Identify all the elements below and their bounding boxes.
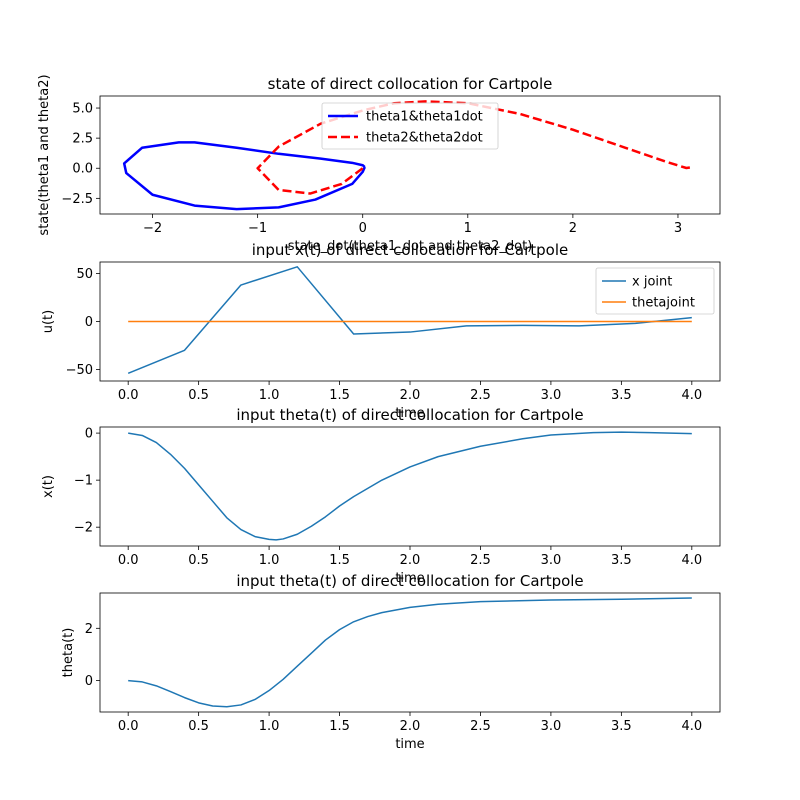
x-tick-label: 2.0: [400, 388, 421, 403]
y-tick-label: 0.0: [72, 162, 93, 177]
x-tick-label: 0.5: [188, 553, 209, 568]
x-tick-label: 1.5: [329, 719, 350, 734]
x-tick-label: 4.0: [681, 553, 702, 568]
subplot-4: 0.0 0.5 1.0 1.5 2.0 2.5 3.0 3.5 4.0 0 2 time theta(t…: [61, 572, 721, 752]
y-tick-label: −50: [66, 363, 93, 378]
y-axis-label: u(t): [41, 310, 56, 333]
series-line-1: [127, 266, 692, 375]
y-axis-label: x(t): [41, 475, 56, 498]
x-tick-label: 1.0: [259, 719, 280, 734]
x-tick-label: 0.5: [188, 388, 209, 403]
axes-frame: [99, 95, 721, 215]
legend-entry: thetajoint: [632, 296, 695, 311]
legend-entry: x joint: [632, 275, 672, 290]
x-tick-label: 3.5: [611, 553, 632, 568]
x-tick-label: −2: [143, 221, 162, 236]
y-axis-label: state(theta1 and theta2): [37, 74, 52, 235]
legend-entry: theta1&theta1dot: [366, 110, 483, 125]
x-axis-label: state_dot(theta1_dot and theta2_dot): [288, 239, 533, 254]
x-tick-label: 3.0: [541, 388, 562, 403]
legend: theta1&theta1dot theta2&theta2dot: [321, 102, 499, 150]
x-tick-label: 0: [359, 221, 367, 236]
x-tick-label: 4.0: [681, 388, 702, 403]
chart-title: input theta(t) of direct collocation for…: [236, 406, 583, 424]
y-tick-label: 0: [85, 674, 93, 689]
subplot-3: 0.0 0.5 1.0 1.5 2.0 2.5 3.0 3.5 4.0 −2 −1 0 time x(t)…: [41, 406, 721, 586]
x-tick-label: 4.0: [681, 719, 702, 734]
series-line-1: [128, 597, 692, 708]
y-axis-label: theta(t): [61, 628, 76, 678]
y-tick-label: −2.5: [61, 192, 93, 207]
x-tick-label: 0.0: [118, 553, 139, 568]
x-tick-label: 2: [569, 221, 577, 236]
y-tick-label: 0: [85, 427, 93, 442]
x-tick-label: 1.0: [259, 553, 280, 568]
x-tick-label: 0.5: [188, 719, 209, 734]
x-tick-label: 1: [464, 221, 472, 236]
subplot-1: −2 −1 0 1 2 3 −2.5 0.0 2.5 5.0 state_dot(theta1_do…: [37, 74, 721, 254]
y-tick-label: 50: [76, 267, 93, 282]
x-tick-label: 3.5: [611, 388, 632, 403]
x-tick-label: 3.5: [611, 719, 632, 734]
chart-title: input theta(t) of direct collocation for…: [236, 572, 583, 590]
x-tick-label: 2.5: [470, 388, 491, 403]
x-tick-label: 3.0: [541, 719, 562, 734]
series-line-1: [122, 141, 366, 211]
x-tick-label: 1.0: [259, 388, 280, 403]
y-tick-label: 0: [85, 315, 93, 330]
x-axis-label: time: [395, 737, 424, 752]
y-tick-label: 2.5: [72, 132, 93, 147]
x-tick-label: 2.5: [470, 719, 491, 734]
x-axis-label: time: [395, 571, 424, 586]
y-tick-label: 5.0: [72, 102, 93, 117]
x-tick-label: −1: [248, 221, 267, 236]
legend-box: [321, 102, 499, 150]
y-tick-label: −1: [74, 474, 93, 489]
series-line-1: [128, 431, 692, 541]
x-axis-label: time: [395, 406, 424, 421]
x-tick-label: 1.5: [329, 553, 350, 568]
x-tick-label: 1.5: [329, 388, 350, 403]
x-tick-label: 2.0: [400, 719, 421, 734]
x-tick-label: 3: [674, 221, 682, 236]
x-tick-label: 2.0: [400, 553, 421, 568]
subplot-2: 0.0 0.5 1.0 1.5 2.0 2.5 3.0 3.5 4.0 −50 0 50 time u(t…: [41, 241, 721, 421]
x-tick-label: 2.5: [470, 553, 491, 568]
legend: x joint thetajoint: [595, 267, 715, 315]
chart-title: input x(t) of direct collocation for Car…: [252, 241, 569, 259]
x-tick-label: 3.0: [541, 553, 562, 568]
x-tick-label: 0.0: [118, 719, 139, 734]
x-tick-label: 0.0: [118, 388, 139, 403]
chart-title: state of direct collocation for Cartpole: [268, 75, 553, 93]
y-tick-label: 2: [85, 622, 93, 637]
y-tick-label: −2: [74, 521, 93, 536]
legend-entry: theta2&theta2dot: [366, 131, 483, 146]
